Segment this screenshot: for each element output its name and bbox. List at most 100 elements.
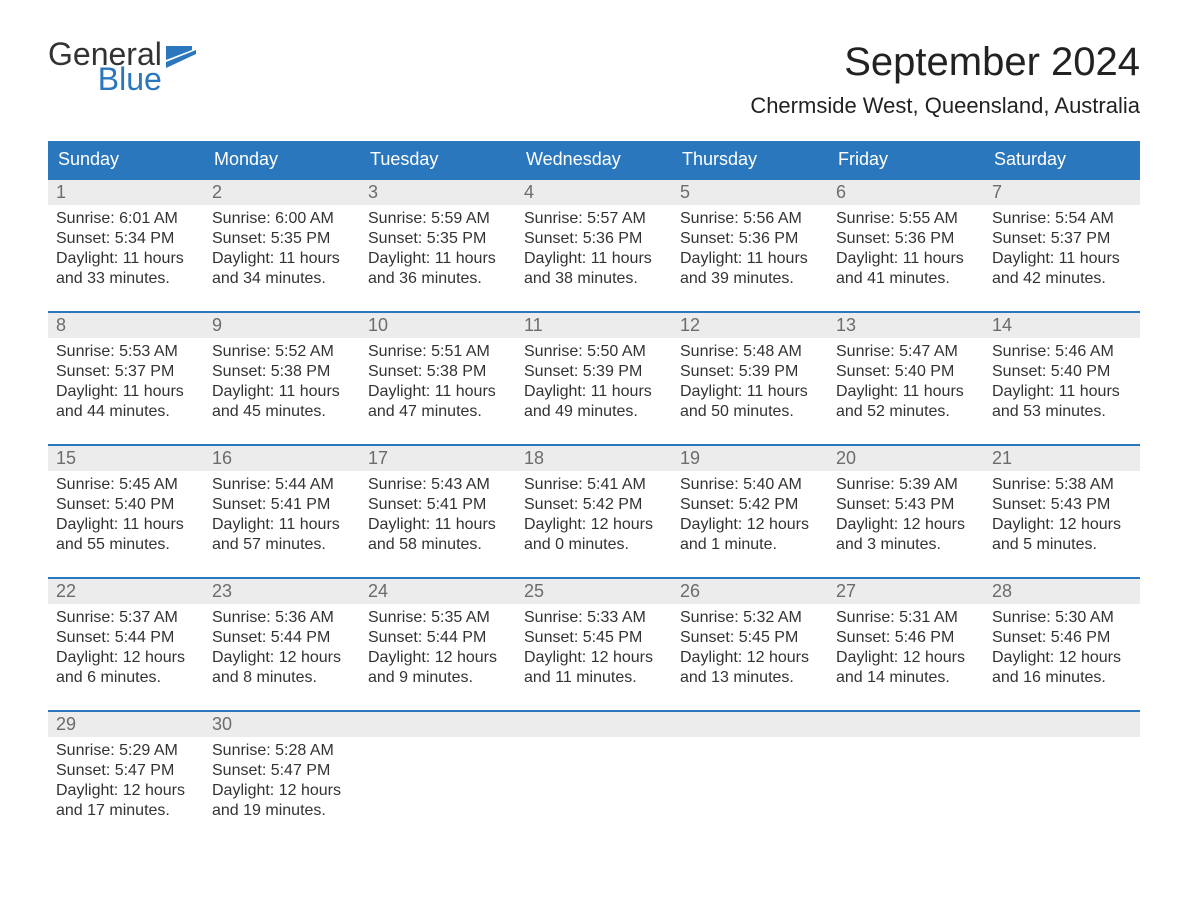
sunrise-text: Sunrise: 5:56 AM: [680, 209, 820, 229]
day-number: 12: [672, 313, 828, 338]
sunrise-text: Sunrise: 6:00 AM: [212, 209, 352, 229]
daylight-text: Daylight: 12 hours and 8 minutes.: [212, 648, 352, 688]
calendar-day: 1Sunrise: 6:01 AMSunset: 5:34 PMDaylight…: [48, 180, 204, 297]
daylight-text: Daylight: 12 hours and 19 minutes.: [212, 781, 352, 821]
calendar-day: 28Sunrise: 5:30 AMSunset: 5:46 PMDayligh…: [984, 579, 1140, 696]
daylight-text: Daylight: 11 hours and 52 minutes.: [836, 382, 976, 422]
sunrise-text: Sunrise: 5:57 AM: [524, 209, 664, 229]
calendar-day: 27Sunrise: 5:31 AMSunset: 5:46 PMDayligh…: [828, 579, 984, 696]
daylight-text: Daylight: 11 hours and 36 minutes.: [368, 249, 508, 289]
day-body: Sunrise: 5:50 AMSunset: 5:39 PMDaylight:…: [516, 338, 672, 430]
days-of-week-header: Sunday Monday Tuesday Wednesday Thursday…: [48, 141, 1140, 178]
day-number: 10: [360, 313, 516, 338]
sunset-text: Sunset: 5:40 PM: [56, 495, 196, 515]
day-body: Sunrise: 5:28 AMSunset: 5:47 PMDaylight:…: [204, 737, 360, 829]
sunrise-text: Sunrise: 5:28 AM: [212, 741, 352, 761]
calendar-day: [672, 712, 828, 829]
daylight-text: Daylight: 11 hours and 47 minutes.: [368, 382, 508, 422]
logo-text: General Blue: [48, 40, 162, 94]
day-body: Sunrise: 5:38 AMSunset: 5:43 PMDaylight:…: [984, 471, 1140, 563]
calendar-day: 23Sunrise: 5:36 AMSunset: 5:44 PMDayligh…: [204, 579, 360, 696]
daylight-text: Daylight: 12 hours and 14 minutes.: [836, 648, 976, 688]
calendar-day: 4Sunrise: 5:57 AMSunset: 5:36 PMDaylight…: [516, 180, 672, 297]
sunrise-text: Sunrise: 5:43 AM: [368, 475, 508, 495]
calendar-day: 10 Sunrise: 5:51 AMSunset: 5:38 PMDayligh…: [360, 313, 516, 430]
daylight-text: Daylight: 11 hours and 33 minutes.: [56, 249, 196, 289]
sunrise-text: Sunrise: 5:29 AM: [56, 741, 196, 761]
daylight-text: Daylight: 12 hours and 1 minute.: [680, 515, 820, 555]
calendar-day: 22Sunrise: 5:37 AMSunset: 5:44 PMDayligh…: [48, 579, 204, 696]
sunrise-text: Sunrise: 5:51 AM: [368, 342, 508, 362]
day-body: Sunrise: 5:55 AMSunset: 5:36 PMDaylight:…: [828, 205, 984, 297]
daylight-text: Daylight: 12 hours and 11 minutes.: [524, 648, 664, 688]
calendar-week: 8Sunrise: 5:53 AMSunset: 5:37 PMDaylight…: [48, 311, 1140, 430]
day-body: [984, 737, 1140, 749]
daylight-text: Daylight: 11 hours and 39 minutes.: [680, 249, 820, 289]
day-body: Sunrise: 5:46 AMSunset: 5:40 PMDaylight:…: [984, 338, 1140, 430]
sunrise-text: Sunrise: 5:53 AM: [56, 342, 196, 362]
day-number: 27: [828, 579, 984, 604]
day-number: 21: [984, 446, 1140, 471]
sunset-text: Sunset: 5:34 PM: [56, 229, 196, 249]
sunset-text: Sunset: 5:37 PM: [992, 229, 1132, 249]
calendar-day: 19Sunrise: 5:40 AMSunset: 5:42 PMDayligh…: [672, 446, 828, 563]
calendar-day: 18Sunrise: 5:41 AMSunset: 5:42 PMDayligh…: [516, 446, 672, 563]
dow-tuesday: Tuesday: [360, 141, 516, 178]
sunset-text: Sunset: 5:41 PM: [212, 495, 352, 515]
daylight-text: Daylight: 11 hours and 42 minutes.: [992, 249, 1132, 289]
sunset-text: Sunset: 5:43 PM: [836, 495, 976, 515]
day-number: 16: [204, 446, 360, 471]
calendar-day: 9Sunrise: 5:52 AMSunset: 5:38 PMDaylight…: [204, 313, 360, 430]
sunrise-text: Sunrise: 5:46 AM: [992, 342, 1132, 362]
sunset-text: Sunset: 5:37 PM: [56, 362, 196, 382]
day-number: 24: [360, 579, 516, 604]
sunset-text: Sunset: 5:45 PM: [524, 628, 664, 648]
day-body: Sunrise: 5:39 AMSunset: 5:43 PMDaylight:…: [828, 471, 984, 563]
daylight-text: Daylight: 11 hours and 44 minutes.: [56, 382, 196, 422]
dow-saturday: Saturday: [984, 141, 1140, 178]
dow-monday: Monday: [204, 141, 360, 178]
dow-sunday: Sunday: [48, 141, 204, 178]
daylight-text: Daylight: 11 hours and 49 minutes.: [524, 382, 664, 422]
sunset-text: Sunset: 5:35 PM: [368, 229, 508, 249]
sunset-text: Sunset: 5:36 PM: [836, 229, 976, 249]
sunrise-text: Sunrise: 5:30 AM: [992, 608, 1132, 628]
day-number: 25: [516, 579, 672, 604]
day-body: Sunrise: 5:40 AMSunset: 5:42 PMDaylight:…: [672, 471, 828, 563]
day-body: Sunrise: 5:30 AMSunset: 5:46 PMDaylight:…: [984, 604, 1140, 696]
sunrise-text: Sunrise: 5:37 AM: [56, 608, 196, 628]
sunrise-text: Sunrise: 5:33 AM: [524, 608, 664, 628]
sunrise-text: Sunrise: 5:50 AM: [524, 342, 664, 362]
sunset-text: Sunset: 5:44 PM: [56, 628, 196, 648]
sunset-text: Sunset: 5:38 PM: [368, 362, 508, 382]
daylight-text: Daylight: 11 hours and 55 minutes.: [56, 515, 196, 555]
calendar-day: [360, 712, 516, 829]
calendar-week: 29Sunrise: 5:29 AMSunset: 5:47 PMDayligh…: [48, 710, 1140, 829]
daylight-text: Daylight: 12 hours and 16 minutes.: [992, 648, 1132, 688]
day-body: Sunrise: 5:31 AMSunset: 5:46 PMDaylight:…: [828, 604, 984, 696]
sunset-text: Sunset: 5:44 PM: [212, 628, 352, 648]
daylight-text: Daylight: 12 hours and 17 minutes.: [56, 781, 196, 821]
calendar-day: 12Sunrise: 5:48 AMSunset: 5:39 PMDayligh…: [672, 313, 828, 430]
day-number: 8: [48, 313, 204, 338]
day-number: 5: [672, 180, 828, 205]
daylight-text: Daylight: 11 hours and 58 minutes.: [368, 515, 508, 555]
title-block: September 2024 Chermside West, Queenslan…: [750, 40, 1140, 119]
sunrise-text: Sunrise: 5:44 AM: [212, 475, 352, 495]
calendar-day: 16Sunrise: 5:44 AMSunset: 5:41 PMDayligh…: [204, 446, 360, 563]
calendar-day: 29Sunrise: 5:29 AMSunset: 5:47 PMDayligh…: [48, 712, 204, 829]
day-number: 1: [48, 180, 204, 205]
sunset-text: Sunset: 5:35 PM: [212, 229, 352, 249]
calendar-day: 25 Sunrise: 5:33 AMSunset: 5:45 PMDayligh…: [516, 579, 672, 696]
sunset-text: Sunset: 5:39 PM: [680, 362, 820, 382]
calendar-day: 13Sunrise: 5:47 AMSunset: 5:40 PMDayligh…: [828, 313, 984, 430]
day-body: Sunrise: 6:01 AMSunset: 5:34 PMDaylight:…: [48, 205, 204, 297]
logo: General Blue: [48, 40, 200, 94]
sunrise-text: Sunrise: 5:41 AM: [524, 475, 664, 495]
sunset-text: Sunset: 5:36 PM: [524, 229, 664, 249]
dow-wednesday: Wednesday: [516, 141, 672, 178]
daylight-text: Daylight: 11 hours and 34 minutes.: [212, 249, 352, 289]
logo-word-blue: Blue: [98, 65, 162, 94]
sunrise-text: Sunrise: 5:31 AM: [836, 608, 976, 628]
day-number: 14: [984, 313, 1140, 338]
